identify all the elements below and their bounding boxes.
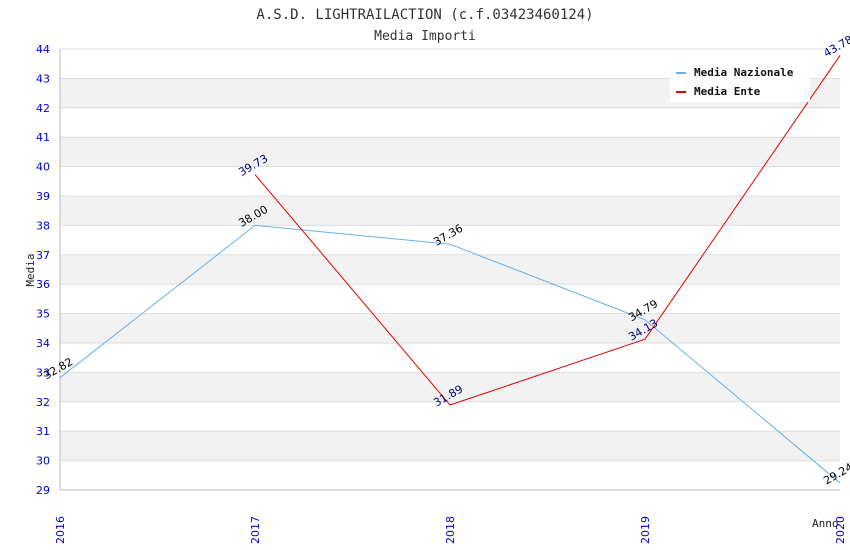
y-tick-label: 30 bbox=[36, 455, 50, 468]
x-tick-labels: 2016 2017 2018 2019 2020 bbox=[54, 516, 847, 544]
y-tick-label: 35 bbox=[36, 308, 50, 321]
data-label: 43.78 bbox=[821, 33, 850, 60]
series-lines bbox=[59, 55, 841, 484]
legend-label: Media Nazionale bbox=[694, 66, 794, 79]
grid-band bbox=[60, 196, 840, 226]
chart-subtitle: Media Importi bbox=[374, 29, 476, 44]
y-tick-label: 33 bbox=[36, 366, 50, 379]
y-tick-label: 38 bbox=[36, 219, 50, 232]
y-tick-label: 32 bbox=[36, 396, 50, 409]
axes bbox=[59, 49, 840, 491]
legend-box bbox=[670, 60, 810, 102]
data-label: 29.24 bbox=[821, 460, 850, 487]
grid-band bbox=[60, 313, 840, 343]
x-axis-title: Anno bbox=[812, 517, 839, 530]
y-tick-label: 40 bbox=[36, 161, 50, 174]
y-tick-label: 29 bbox=[36, 484, 50, 497]
legend-label: Media Ente bbox=[694, 85, 761, 98]
y-tick-labels: 29 30 31 32 33 34 35 36 37 38 39 40 41 42 43 44 bbox=[36, 43, 50, 497]
y-axis-title: Media bbox=[24, 253, 37, 286]
grid-band bbox=[60, 431, 840, 461]
x-tick-label: 2018 bbox=[444, 516, 457, 544]
y-tick-label: 43 bbox=[36, 72, 50, 85]
y-tick-label: 39 bbox=[36, 190, 50, 203]
y-tick-label: 44 bbox=[36, 43, 50, 56]
y-tick-label: 41 bbox=[36, 131, 50, 144]
y-tick-label: 36 bbox=[36, 278, 50, 291]
y-tick-label: 42 bbox=[36, 102, 50, 115]
grid-band bbox=[60, 254, 840, 285]
x-tick-label: 2016 bbox=[54, 516, 67, 544]
grid-band bbox=[60, 372, 840, 402]
grid-band bbox=[60, 137, 840, 167]
grid-bands bbox=[60, 48, 840, 491]
y-tick-label: 34 bbox=[36, 337, 50, 350]
y-tick-label: 37 bbox=[36, 249, 50, 262]
chart-title: A.S.D. LIGHTRAILACTION (c.f.03423460124) bbox=[256, 7, 593, 23]
legend: Media Nazionale Media Ente bbox=[670, 60, 810, 102]
y-tick-label: 31 bbox=[36, 425, 50, 438]
x-tick-label: 2020 bbox=[834, 516, 847, 544]
x-tick-label: 2017 bbox=[249, 516, 262, 544]
series-line bbox=[254, 55, 841, 406]
x-tick-label: 2019 bbox=[639, 516, 652, 544]
